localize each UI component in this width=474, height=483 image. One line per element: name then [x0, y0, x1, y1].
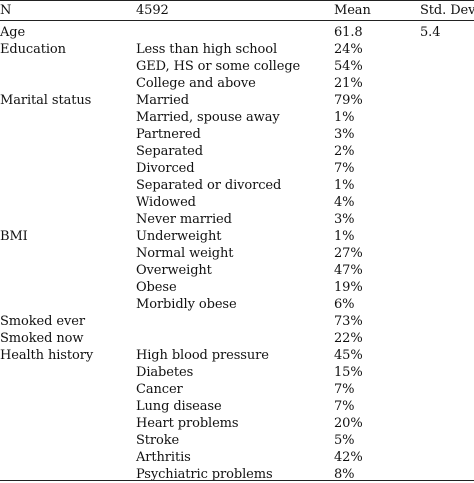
row-category: Education — [0, 42, 66, 57]
row-category: Health history — [0, 348, 94, 363]
table-row: Smoked now 22% — [0, 330, 474, 347]
row-mean: 1% — [334, 178, 355, 193]
row-subcategory: Diabetes — [136, 365, 194, 380]
row-mean: 8% — [334, 467, 355, 482]
row-subcategory: Heart problems — [136, 416, 239, 431]
row-subcategory: Less than high school — [136, 42, 278, 57]
row-subcategory: High blood pressure — [136, 348, 269, 363]
table-row: Partnered 3% — [0, 126, 474, 143]
table-row: GED, HS or some college 54% — [0, 58, 474, 75]
table-row: Cancer 7% — [0, 381, 474, 398]
table-row: Morbidly obese 6% — [0, 296, 474, 313]
row-subcategory: Never married — [136, 212, 232, 227]
row-subcategory: Married — [136, 93, 189, 108]
table-row: Marital status Married 79% — [0, 92, 474, 109]
table-row: Arthritis 42% — [0, 449, 474, 466]
row-mean: 7% — [334, 161, 355, 176]
row-subcategory: Psychiatric problems — [136, 467, 273, 482]
table-row: Stroke 5% — [0, 432, 474, 449]
row-mean: 7% — [334, 382, 355, 397]
table-top-rule — [0, 0, 474, 1]
row-mean: 73% — [334, 314, 363, 329]
row-subcategory: Overweight — [136, 263, 212, 278]
table-row: Divorced 7% — [0, 160, 474, 177]
table-row: Heart problems 20% — [0, 415, 474, 432]
table-row: Age 61.8 5.4 — [0, 24, 474, 41]
row-category: BMI — [0, 229, 28, 244]
row-category: Smoked ever — [0, 314, 85, 329]
table-header: N 4592 Mean Std. Dev. — [0, 1, 474, 20]
table-row: Psychiatric problems 8% — [0, 466, 474, 483]
table-header-rule — [0, 20, 474, 21]
row-subcategory: Partnered — [136, 127, 201, 142]
row-subcategory: Lung disease — [136, 399, 222, 414]
table-row: Obese 19% — [0, 279, 474, 296]
table-row: Never married 3% — [0, 211, 474, 228]
row-mean: 4% — [334, 195, 355, 210]
row-subcategory: Normal weight — [136, 246, 234, 261]
row-mean: 19% — [334, 280, 363, 295]
table-row: Lung disease 7% — [0, 398, 474, 415]
table-row: Education Less than high school 24% — [0, 41, 474, 58]
table-row: Normal weight 27% — [0, 245, 474, 262]
row-mean: 22% — [334, 331, 363, 346]
row-mean: 61.8 — [334, 25, 363, 40]
table-row: Widowed 4% — [0, 194, 474, 211]
row-mean: 27% — [334, 246, 363, 261]
row-subcategory: Separated or divorced — [136, 178, 282, 193]
row-subcategory: College and above — [136, 76, 256, 91]
row-subcategory: Underweight — [136, 229, 222, 244]
row-mean: 7% — [334, 399, 355, 414]
row-mean: 1% — [334, 110, 355, 125]
row-subcategory: Separated — [136, 144, 203, 159]
row-subcategory: Married, spouse away — [136, 110, 280, 125]
header-mean: Mean — [334, 3, 371, 18]
row-mean: 47% — [334, 263, 363, 278]
row-category: Age — [0, 25, 26, 40]
row-mean: 54% — [334, 59, 363, 74]
row-category: Smoked now — [0, 331, 84, 346]
row-subcategory: Stroke — [136, 433, 180, 448]
row-mean: 24% — [334, 42, 363, 57]
table-body: Age 61.8 5.4 Education Less than high school… — [0, 24, 474, 483]
table-row: Separated or divorced 1% — [0, 177, 474, 194]
table-row: BMI Underweight 1% — [0, 228, 474, 245]
row-mean: 20% — [334, 416, 363, 431]
row-subcategory: Widowed — [136, 195, 196, 210]
row-subcategory: Morbidly obese — [136, 297, 237, 312]
header-n-label: N — [0, 3, 12, 18]
row-mean: 1% — [334, 229, 355, 244]
row-subcategory: Obese — [136, 280, 177, 295]
header-n-value: 4592 — [136, 3, 169, 18]
row-mean: 5% — [334, 433, 355, 448]
row-mean: 45% — [334, 348, 363, 363]
table-row: College and above 21% — [0, 75, 474, 92]
row-mean: 79% — [334, 93, 363, 108]
table-row: Diabetes 15% — [0, 364, 474, 381]
row-subcategory: GED, HS or some college — [136, 59, 301, 74]
row-mean: 42% — [334, 450, 363, 465]
row-mean: 6% — [334, 297, 355, 312]
row-mean: 15% — [334, 365, 363, 380]
row-subcategory: Cancer — [136, 382, 183, 397]
table-row: Married, spouse away 1% — [0, 109, 474, 126]
table-row: Separated 2% — [0, 143, 474, 160]
row-mean: 21% — [334, 76, 363, 91]
row-subcategory: Arthritis — [136, 450, 191, 465]
row-mean: 3% — [334, 212, 355, 227]
table-row: Health history High blood pressure 45% — [0, 347, 474, 364]
row-std-dev: 5.4 — [420, 25, 441, 40]
table-row: Smoked ever 73% — [0, 313, 474, 330]
row-mean: 2% — [334, 144, 355, 159]
header-std-dev: Std. Dev. — [420, 3, 474, 18]
row-category: Marital status — [0, 93, 92, 108]
row-subcategory: Divorced — [136, 161, 195, 176]
row-mean: 3% — [334, 127, 355, 142]
table-row: Overweight 47% — [0, 262, 474, 279]
